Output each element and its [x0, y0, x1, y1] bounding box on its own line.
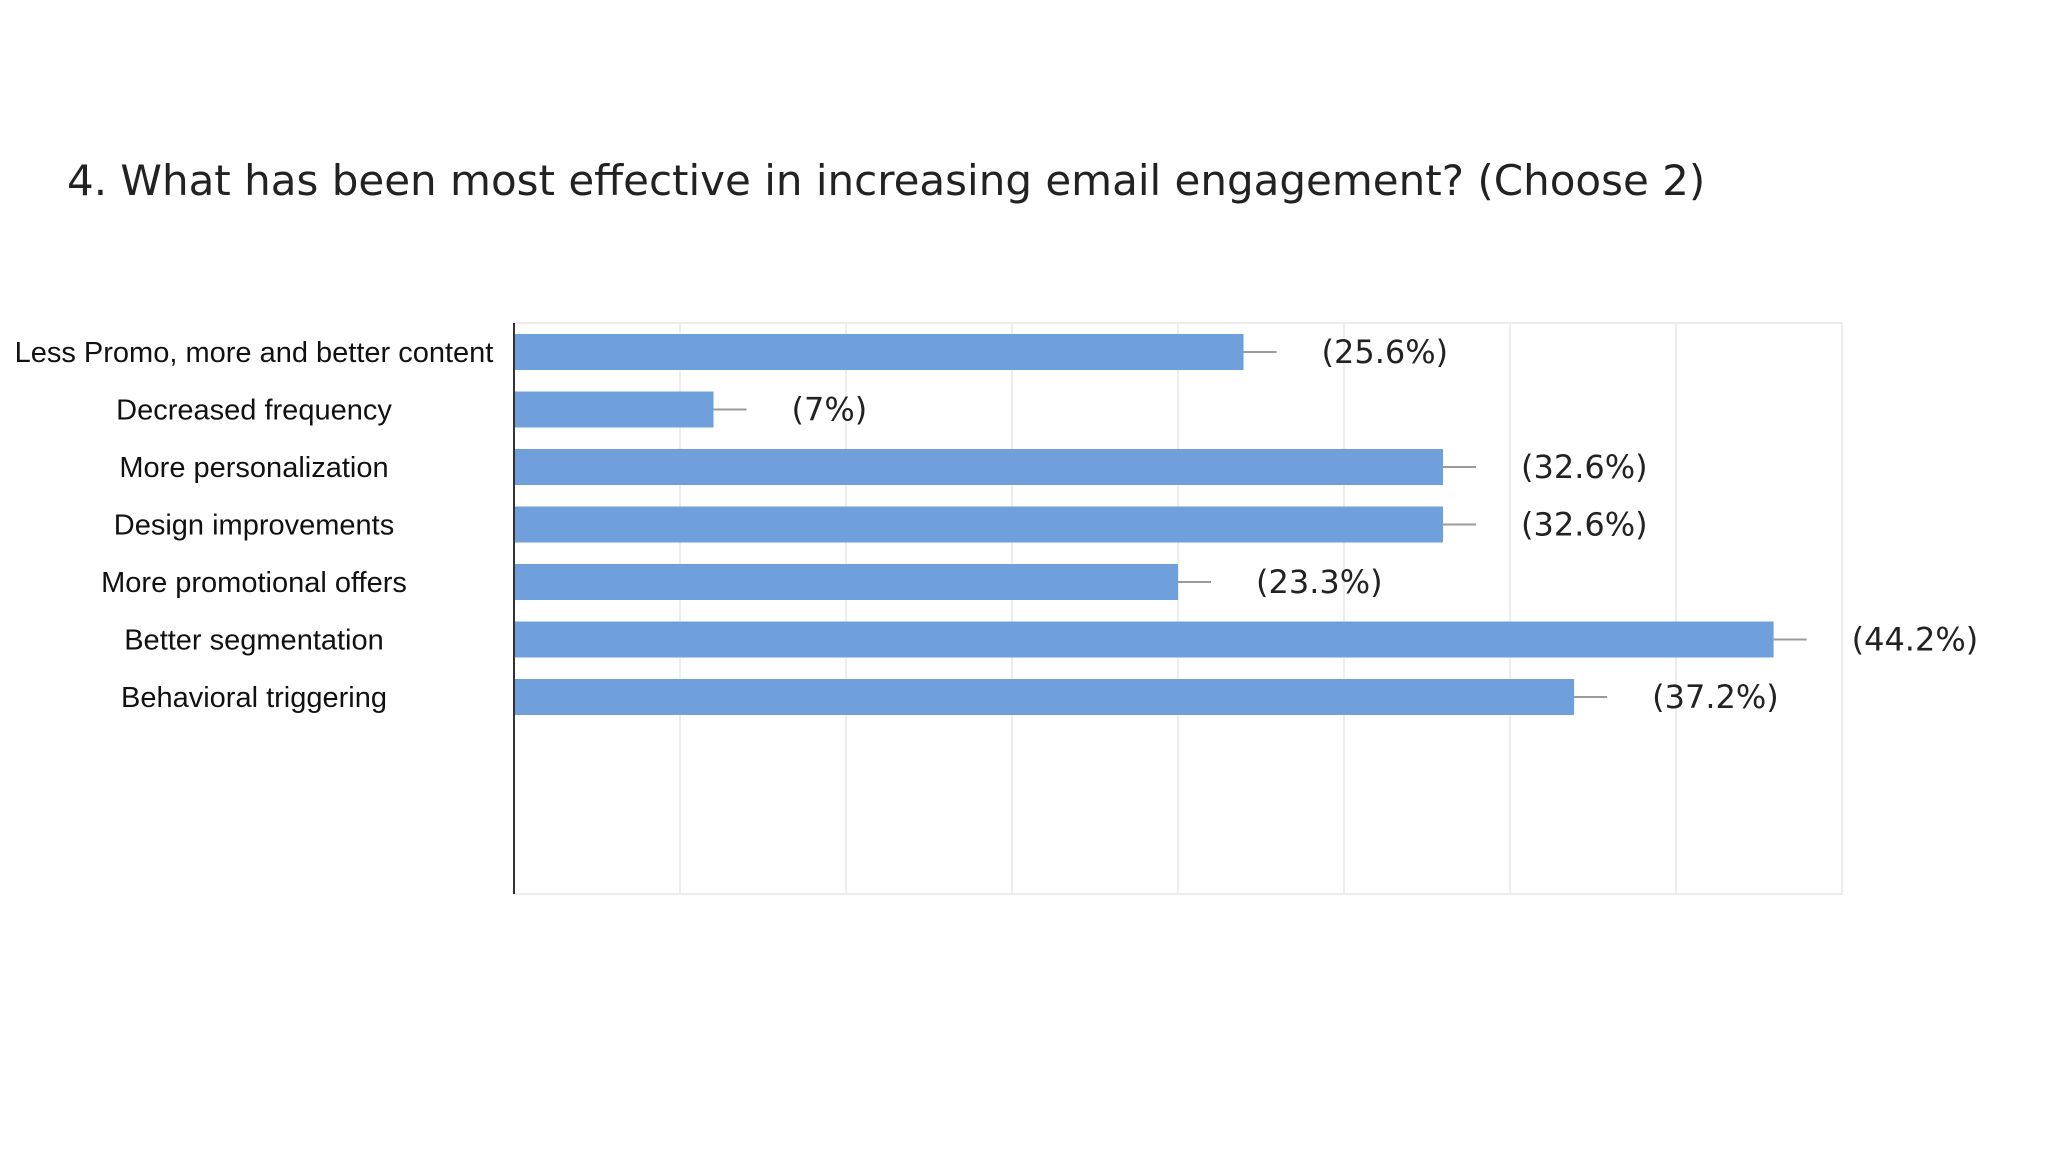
category-label: More personalization	[119, 452, 388, 484]
category-label: Better segmentation	[124, 625, 384, 657]
data-label: (25.6%)	[1322, 333, 1449, 371]
category-label: Design improvements	[114, 510, 394, 542]
bars	[514, 334, 1807, 715]
bar	[514, 679, 1575, 715]
chart-title: 4. What has been most effective in incre…	[67, 156, 1706, 205]
data-label: (23.3%)	[1256, 563, 1383, 601]
data-label: (32.6%)	[1521, 448, 1648, 486]
bar	[514, 449, 1444, 485]
bar	[514, 334, 1244, 370]
data-label: (32.6%)	[1521, 506, 1648, 544]
data-label: (37.2%)	[1652, 678, 1779, 716]
category-label: Less Promo, more and better content	[15, 337, 494, 369]
labels: (25.6%) Less Promo, more and better conte…	[15, 333, 1979, 716]
data-label: (7%)	[791, 391, 867, 429]
category-label: Decreased frequency	[116, 395, 392, 427]
bar	[514, 391, 714, 428]
bar	[514, 564, 1178, 600]
data-label: (44.2%)	[1852, 621, 1979, 659]
category-label: Behavioral triggering	[121, 682, 387, 714]
category-label: More promotional offers	[101, 567, 407, 599]
bar	[514, 506, 1444, 543]
bar	[514, 621, 1774, 658]
